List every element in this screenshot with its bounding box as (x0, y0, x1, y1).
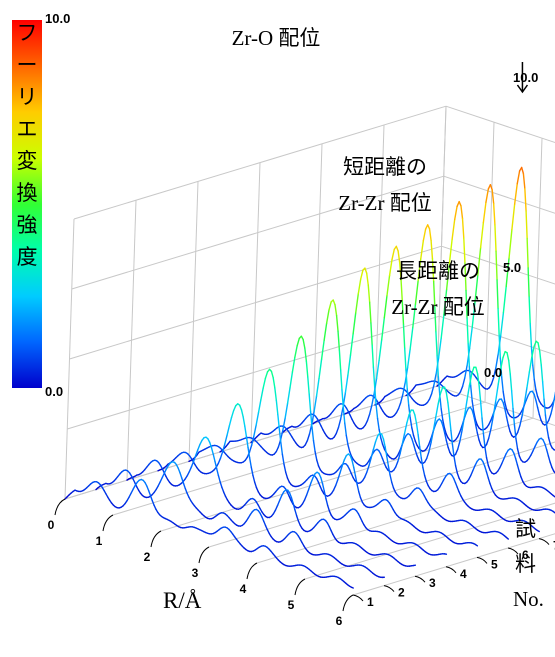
back-wall-gridline (441, 245, 555, 285)
back-wall-gridline (445, 105, 555, 144)
y-axis-title-1: 試 (515, 517, 536, 541)
back-wall-gridline (436, 385, 555, 427)
x-tick-label: 4 (240, 582, 247, 596)
x-tick-label: 3 (192, 566, 199, 580)
x-tick-label: 6 (336, 614, 343, 628)
back-wall-gridline (439, 315, 555, 356)
annotation-arrowhead (516, 84, 529, 94)
colorbar-label: フーリエ変換強度 (17, 21, 38, 269)
side-wall-gridline (374, 124, 385, 406)
x-tick-mark (294, 578, 306, 596)
colorbar-min-label: 0.0 (45, 384, 63, 399)
series-sample-5 (188, 368, 479, 547)
y-tick-label: 3 (429, 576, 436, 590)
y-tick-mark (538, 538, 550, 545)
y-tick-mark (445, 566, 457, 574)
z-tick-0: 0.0 (484, 365, 502, 380)
series-sample-11 (374, 200, 555, 451)
x-tick-mark (342, 594, 354, 612)
series-sample-10 (343, 224, 555, 474)
y-tick-label: 5 (491, 557, 498, 571)
x-tick-mark (150, 530, 162, 548)
annotation-short-line1: 短距離の (343, 155, 427, 179)
floor-gridline (304, 502, 555, 580)
annotation-long-line2: Zr-Zr 配位 (391, 295, 484, 319)
series-sample-8 (281, 267, 555, 514)
y-tick-label: 6 (522, 548, 529, 562)
y-tick-label: 1 (367, 595, 374, 609)
floor-gridline (112, 401, 486, 516)
x-axis-title: R/Å (163, 588, 202, 613)
y-tick-mark (352, 594, 364, 602)
colorbar-max-label: 10.0 (45, 11, 70, 26)
y-axis-title-3: No. (513, 587, 544, 611)
chart-walls (64, 105, 555, 596)
chart-axes: 012345612345678910111213 (48, 498, 555, 628)
side-wall-gridline (64, 218, 75, 500)
annotation-zr-o: Zr-O 配位 (232, 26, 321, 50)
annotation-long-line1: 長距離の (396, 259, 480, 283)
y-tick-label: 7 (553, 539, 555, 553)
series-sample-1 (64, 478, 354, 589)
y-axis-title-2: 料 (515, 552, 536, 576)
y-tick-mark (476, 556, 488, 564)
x-tick-mark (54, 498, 66, 516)
x-tick-label: 5 (288, 598, 295, 612)
colorbar-rect (12, 20, 42, 388)
series-sample-7 (250, 299, 540, 533)
floor-gridline (256, 472, 555, 564)
floor-gridline (160, 417, 534, 532)
side-wall-gridline (188, 181, 199, 462)
x-tick-mark (102, 514, 114, 532)
colorbar: フーリエ変換強度 10.0 0.0 (12, 11, 70, 399)
x-tick-mark (246, 562, 258, 580)
floor-gridline (208, 441, 555, 548)
x-tick-mark (198, 546, 210, 564)
y-tick-label: 2 (398, 586, 405, 600)
side-wall-gridline (250, 162, 261, 443)
x-tick-label: 1 (96, 534, 103, 548)
series-sample-12 (405, 184, 555, 426)
chart-series (64, 166, 555, 589)
x-tick-label: 2 (144, 550, 151, 564)
series-sample-9 (312, 245, 555, 498)
peak-annotations: Zr-O 配位 短距離の Zr-Zr 配位 長距離の Zr-Zr 配位 (232, 26, 529, 319)
series-sample-6 (219, 335, 509, 540)
series-sample-4 (157, 403, 448, 556)
z-tick-5: 5.0 (503, 260, 521, 275)
y-tick-mark (383, 585, 395, 592)
side-wall-gridline (312, 143, 323, 424)
side-wall-gridline (436, 106, 447, 387)
x-tick-label: 0 (48, 518, 55, 532)
series-sample-2 (95, 461, 385, 579)
y-tick-label: 4 (460, 567, 467, 581)
z-tick-10: 10.0 (513, 70, 538, 85)
side-wall-gridline (126, 200, 137, 481)
annotation-short-line2: Zr-Zr 配位 (338, 191, 431, 215)
y-tick-mark (507, 547, 519, 555)
y-tick-mark (414, 575, 426, 583)
